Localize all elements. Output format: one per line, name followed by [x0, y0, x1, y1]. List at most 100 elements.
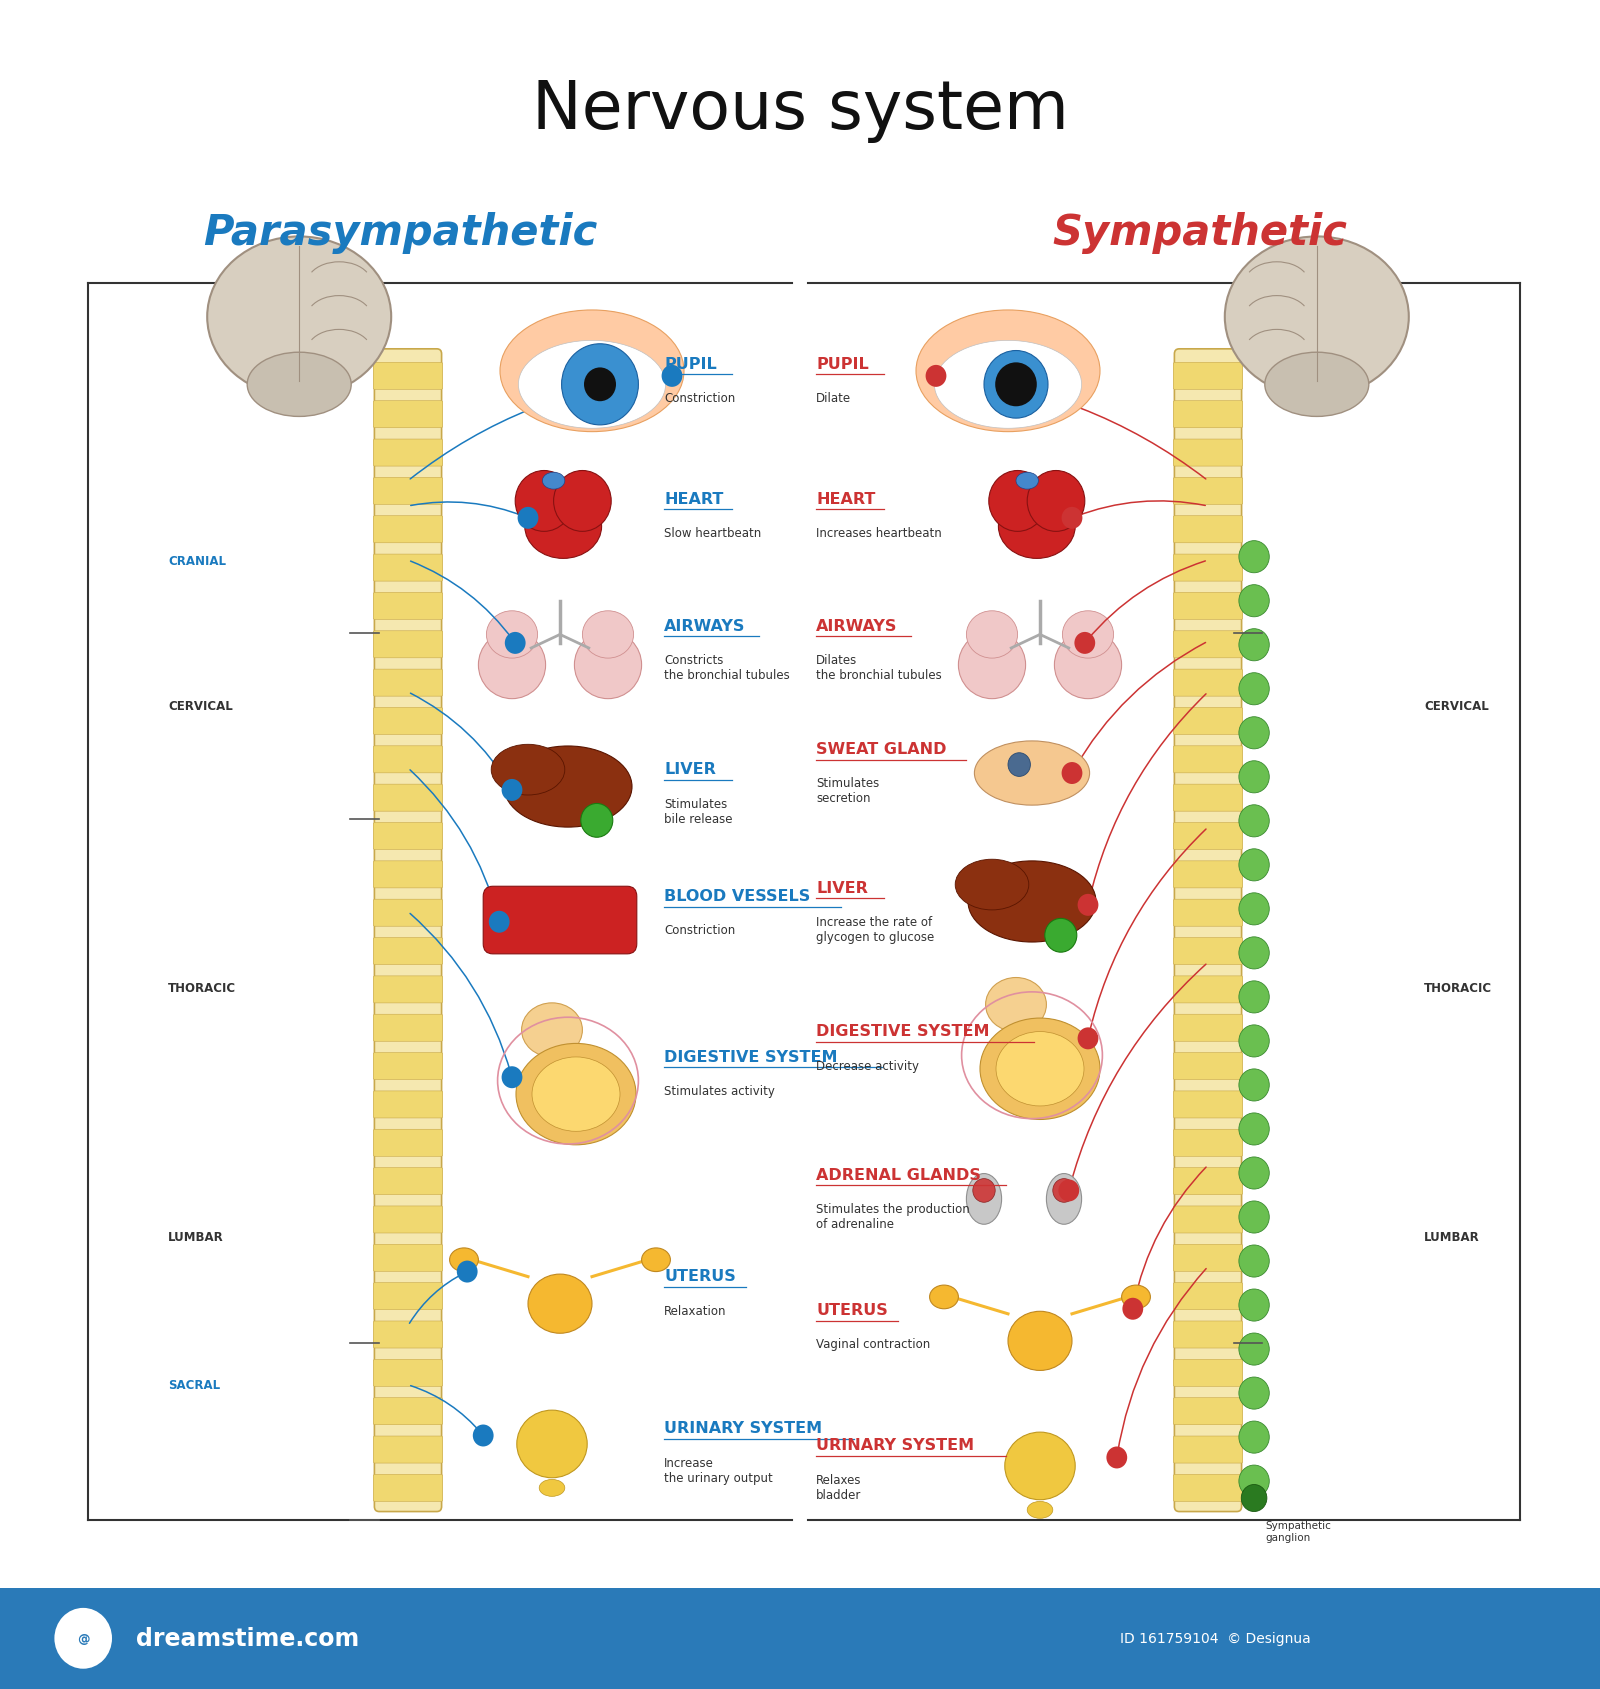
Ellipse shape: [478, 632, 546, 699]
Circle shape: [554, 471, 611, 532]
FancyBboxPatch shape: [1173, 1398, 1243, 1426]
Circle shape: [1238, 1025, 1269, 1057]
Ellipse shape: [246, 353, 352, 417]
Ellipse shape: [1005, 1432, 1075, 1500]
Text: CERVICAL: CERVICAL: [168, 699, 232, 713]
Text: CERVICAL: CERVICAL: [1424, 699, 1488, 713]
Text: Stimulates
bile release: Stimulates bile release: [664, 797, 733, 826]
Circle shape: [1238, 1377, 1269, 1409]
FancyBboxPatch shape: [483, 887, 637, 954]
FancyBboxPatch shape: [373, 823, 443, 850]
FancyBboxPatch shape: [373, 1474, 443, 1502]
FancyBboxPatch shape: [0, 1588, 1600, 1689]
Text: Sympathetic: Sympathetic: [1053, 213, 1347, 253]
Ellipse shape: [542, 473, 565, 490]
FancyBboxPatch shape: [373, 439, 443, 466]
Circle shape: [973, 1179, 995, 1203]
Circle shape: [517, 508, 538, 530]
Text: Constriction: Constriction: [664, 392, 736, 405]
Circle shape: [1238, 1069, 1269, 1101]
Ellipse shape: [515, 1044, 637, 1145]
Ellipse shape: [531, 1057, 621, 1132]
FancyBboxPatch shape: [1173, 861, 1243, 888]
Text: @: @: [77, 1632, 90, 1645]
FancyBboxPatch shape: [373, 976, 443, 1003]
Text: Vaginal contraction: Vaginal contraction: [816, 1338, 930, 1351]
FancyBboxPatch shape: [374, 350, 442, 1512]
Text: BLOOD VESSELS: BLOOD VESSELS: [664, 888, 810, 904]
FancyBboxPatch shape: [1173, 1321, 1243, 1348]
FancyBboxPatch shape: [373, 593, 443, 620]
Ellipse shape: [525, 495, 602, 559]
Text: SACRAL: SACRAL: [168, 1378, 221, 1392]
Circle shape: [1238, 1333, 1269, 1365]
FancyBboxPatch shape: [373, 937, 443, 964]
Ellipse shape: [986, 978, 1046, 1032]
Text: THORACIC: THORACIC: [1424, 981, 1493, 995]
Circle shape: [1027, 471, 1085, 532]
Text: LUMBAR: LUMBAR: [168, 1230, 224, 1243]
Ellipse shape: [995, 1032, 1085, 1106]
Text: ID 161759104  © Designua: ID 161759104 © Designua: [1120, 1632, 1310, 1645]
Circle shape: [584, 368, 616, 402]
Ellipse shape: [998, 495, 1075, 559]
Circle shape: [1238, 1201, 1269, 1233]
FancyBboxPatch shape: [1173, 1360, 1243, 1387]
Circle shape: [1238, 981, 1269, 1013]
Circle shape: [1062, 763, 1083, 784]
FancyBboxPatch shape: [373, 402, 443, 429]
FancyBboxPatch shape: [373, 1015, 443, 1042]
Ellipse shape: [930, 1285, 958, 1309]
Circle shape: [1122, 1297, 1142, 1321]
FancyBboxPatch shape: [1173, 1436, 1243, 1463]
FancyBboxPatch shape: [373, 554, 443, 581]
Ellipse shape: [499, 311, 685, 432]
Circle shape: [581, 804, 613, 838]
Text: Constricts
the bronchial tubules: Constricts the bronchial tubules: [664, 654, 790, 682]
Ellipse shape: [517, 1410, 587, 1478]
Text: UTERUS: UTERUS: [664, 1268, 736, 1284]
Ellipse shape: [518, 341, 666, 429]
FancyBboxPatch shape: [373, 517, 443, 544]
Circle shape: [925, 367, 947, 388]
Text: Stimulates the production
of adrenaline: Stimulates the production of adrenaline: [816, 1203, 970, 1231]
Circle shape: [1075, 633, 1096, 655]
FancyBboxPatch shape: [373, 1052, 443, 1079]
Circle shape: [1238, 540, 1269, 574]
FancyBboxPatch shape: [1173, 900, 1243, 927]
Circle shape: [1238, 1289, 1269, 1321]
FancyBboxPatch shape: [1173, 1015, 1243, 1042]
Text: AIRWAYS: AIRWAYS: [816, 618, 898, 633]
Ellipse shape: [934, 341, 1082, 429]
FancyBboxPatch shape: [373, 632, 443, 659]
Circle shape: [1238, 937, 1269, 969]
Text: dreamstime.com: dreamstime.com: [136, 1627, 360, 1650]
Circle shape: [458, 1260, 477, 1284]
FancyBboxPatch shape: [1173, 976, 1243, 1003]
Text: LUMBAR: LUMBAR: [1424, 1230, 1480, 1243]
Ellipse shape: [208, 236, 390, 399]
Text: LIVER: LIVER: [664, 762, 715, 777]
Text: PUPIL: PUPIL: [664, 356, 717, 372]
Text: Sympathetic
ganglion: Sympathetic ganglion: [1266, 1520, 1331, 1542]
Text: Parasympathetic: Parasympathetic: [203, 213, 597, 253]
FancyBboxPatch shape: [373, 363, 443, 390]
Ellipse shape: [504, 747, 632, 828]
FancyBboxPatch shape: [373, 1321, 443, 1348]
Ellipse shape: [1008, 1311, 1072, 1371]
FancyBboxPatch shape: [1173, 823, 1243, 850]
Ellipse shape: [1046, 1174, 1082, 1225]
FancyBboxPatch shape: [1173, 1245, 1243, 1272]
Circle shape: [562, 345, 638, 426]
Text: DIGESTIVE SYSTEM: DIGESTIVE SYSTEM: [664, 1049, 837, 1064]
Text: Increase the rate of
glycogen to glucose: Increase the rate of glycogen to glucose: [816, 915, 934, 944]
FancyBboxPatch shape: [1173, 402, 1243, 429]
Circle shape: [1238, 762, 1269, 794]
Ellipse shape: [522, 1003, 582, 1057]
FancyBboxPatch shape: [373, 1284, 443, 1311]
Circle shape: [490, 912, 509, 932]
Circle shape: [502, 1067, 522, 1089]
FancyBboxPatch shape: [1173, 1284, 1243, 1311]
FancyBboxPatch shape: [373, 785, 443, 812]
Ellipse shape: [966, 611, 1018, 659]
